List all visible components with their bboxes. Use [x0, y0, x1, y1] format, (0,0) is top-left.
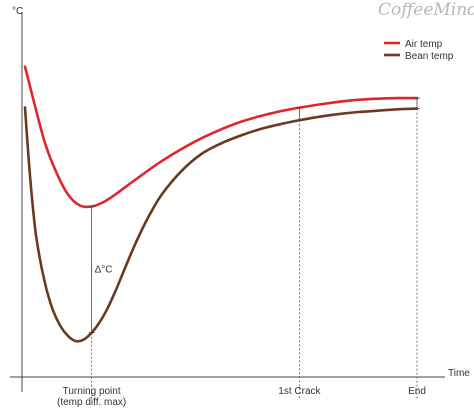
- marker-label-0: Turning point (temp diff. max): [57, 386, 126, 408]
- legend-item-0: Air temp: [384, 39, 443, 50]
- series-line-air-temp: [23, 65, 419, 209]
- temp-diff-bracket-1: [296, 107, 303, 121]
- temp-diff-bracket-2: [414, 97, 420, 110]
- brand-logo: CoffeeMind: [378, 0, 474, 20]
- y-axis-label: °C: [12, 6, 23, 17]
- series-line-bean-temp: [23, 106, 419, 343]
- marker-label-2: End: [408, 386, 426, 397]
- brand-text: CoffeeMind: [378, 0, 474, 20]
- delta-temp-label: Δ°C: [95, 265, 113, 276]
- marker-lines: [91, 108, 418, 400]
- measure-lines: [88, 97, 420, 334]
- marker-label-1: 1st Crack: [278, 386, 321, 397]
- legend-item-1: Bean temp: [384, 51, 454, 62]
- axes: °C Time: [10, 6, 470, 392]
- temp-diff-bracket-0: [88, 206, 95, 334]
- legend-label-1: Bean temp: [405, 51, 454, 62]
- marker-labels: Turning point (temp diff. max) 1st Crack En…: [57, 386, 426, 408]
- series-lines: [23, 65, 419, 343]
- x-axis-label: Time: [448, 368, 470, 379]
- legend-label-0: Air temp: [405, 39, 443, 50]
